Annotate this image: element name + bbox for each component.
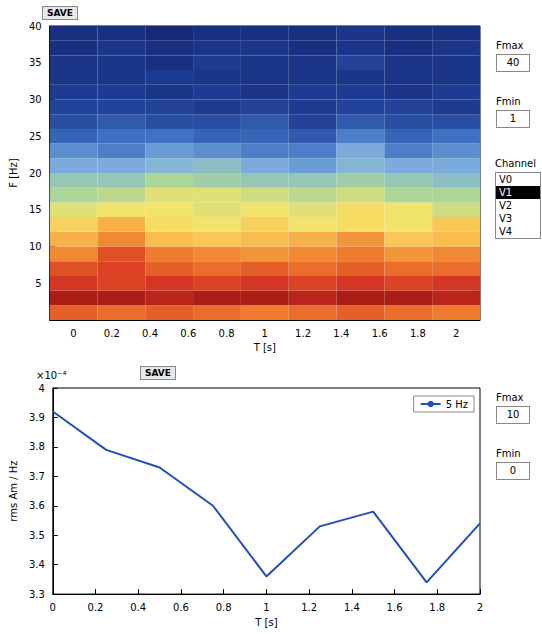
svg-text:1.8: 1.8: [429, 602, 445, 613]
svg-text:F [Hz]: F [Hz]: [8, 158, 19, 188]
svg-text:20: 20: [29, 168, 42, 179]
svg-text:25: 25: [29, 131, 42, 142]
svg-text:1.8: 1.8: [410, 328, 426, 339]
svg-text:1.4: 1.4: [344, 602, 360, 613]
html-text:V2: V2: [499, 200, 513, 211]
svg-text:40: 40: [29, 21, 42, 32]
svg-text:3.3: 3.3: [29, 589, 45, 600]
svg-text:0.8: 0.8: [216, 602, 232, 613]
svg-text:5 Hz: 5 Hz: [446, 399, 468, 410]
svg-text:0.4: 0.4: [142, 328, 158, 339]
svg-text:3.5: 3.5: [29, 530, 45, 541]
html-text:Fmin: Fmin: [496, 448, 521, 459]
html-text:V3: V3: [499, 213, 513, 224]
html-text:40: 40: [506, 57, 520, 68]
svg-text:1.2: 1.2: [301, 602, 317, 613]
svg-text:0.6: 0.6: [180, 328, 196, 339]
html-text:Fmax: Fmax: [496, 40, 524, 51]
html-text:1: 1: [509, 113, 517, 124]
svg-text:1.4: 1.4: [333, 328, 349, 339]
svg-text:2: 2: [477, 602, 483, 613]
svg-text:1.2: 1.2: [295, 328, 311, 339]
html-text:Fmax: Fmax: [496, 392, 524, 403]
html-text:V4: V4: [499, 226, 513, 237]
svg-text:0.2: 0.2: [104, 328, 120, 339]
svg-text:3.9: 3.9: [29, 412, 45, 423]
svg-text:1: 1: [263, 602, 269, 613]
svg-text:0.6: 0.6: [173, 602, 189, 613]
svg-text:3.4: 3.4: [29, 559, 45, 570]
svg-text:3.7: 3.7: [29, 471, 45, 482]
html-text:V0: V0: [499, 174, 513, 185]
svg-text:T [s]: T [s]: [253, 342, 276, 353]
html-text:10: 10: [506, 409, 520, 420]
svg-text:5: 5: [35, 278, 41, 289]
svg-text:2: 2: [453, 328, 459, 339]
svg-text:0: 0: [50, 602, 56, 613]
svg-text:1: 1: [262, 328, 268, 339]
svg-text:35: 35: [29, 57, 42, 68]
html-text:SAVE: SAVE: [47, 8, 73, 18]
svg-text:3.8: 3.8: [29, 441, 45, 452]
html-text:SAVE: SAVE: [145, 368, 171, 378]
svg-text:T [s]: T [s]: [254, 617, 277, 628]
html-text:Fmin: Fmin: [496, 96, 521, 107]
svg-text:0.2: 0.2: [88, 602, 104, 613]
html-text:Channel: Channel: [495, 158, 537, 169]
svg-text:15: 15: [29, 204, 42, 215]
svg-text:rms Am / Hz: rms Am / Hz: [8, 460, 19, 521]
svg-text:3.6: 3.6: [29, 500, 45, 511]
svg-text:30: 30: [29, 94, 42, 105]
svg-text:4: 4: [38, 383, 44, 394]
svg-text:0: 0: [70, 328, 76, 339]
html-text:V1: V1: [499, 187, 513, 198]
svg-text:0.4: 0.4: [130, 602, 146, 613]
html-text:0: 0: [509, 465, 517, 476]
svg-text:1.6: 1.6: [387, 602, 403, 613]
svg-text:10: 10: [29, 241, 42, 252]
svg-text:×10⁻⁴: ×10⁻⁴: [36, 370, 66, 381]
svg-text:1.6: 1.6: [372, 328, 388, 339]
svg-text:0.8: 0.8: [219, 328, 235, 339]
